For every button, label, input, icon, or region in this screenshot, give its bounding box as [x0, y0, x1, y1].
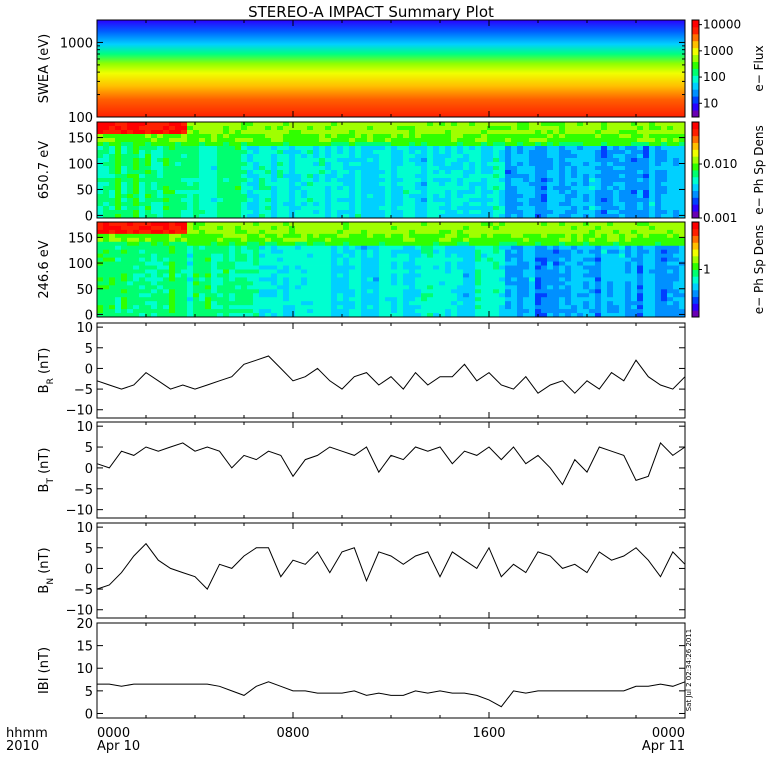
time-tick-label: 0000 [652, 726, 685, 741]
series-line-panel-6 [96, 542, 686, 590]
panel-2: 0.001 0.010 e− Ph Sp Dens 0 50 100 150 650.7 eV [37, 121, 766, 225]
panel-1: 10 100 1000 10000 e− Flux 100 1000 SWEA (eV) [37, 18, 766, 126]
colorbar-tick-label: 1 [703, 263, 711, 277]
y-tick-label: 100 [68, 158, 93, 173]
time-tick-label: 1600 [472, 726, 505, 741]
y-tick-label: 0 [85, 707, 93, 722]
heatmap-panel-3 [97, 222, 686, 318]
time-axis-corner-label: hhmm [6, 726, 48, 741]
y-tick-label: 5 [85, 685, 93, 700]
y-tick-label: −10 [66, 504, 93, 519]
y-tick-label: −10 [66, 604, 93, 619]
series-line-panel-5 [96, 441, 686, 486]
panel-7: 0 5 10 15 20 IBI (nT) [37, 617, 686, 722]
plot-title: STEREO-A IMPACT Summary Plot [248, 3, 494, 21]
y-axis-label: BT (nT) [37, 448, 56, 493]
y-tick-label: 50 [76, 283, 93, 298]
time-tick-label: 0000 [97, 726, 130, 741]
colorbar-tick-label: 0.001 [703, 211, 737, 225]
y-tick-label: 1000 [60, 36, 93, 51]
colorbar-2: 0.001 0.010 e− Ph Sp Dens [691, 121, 766, 225]
panel-4: −10 −5 0 5 10 BR (nT) [37, 321, 686, 419]
y-axis-label: IBI (nT) [37, 647, 52, 694]
y-tick-label: 50 [76, 183, 93, 198]
colorbar-tick-label: 10000 [703, 18, 741, 32]
panel-5: −10 −5 0 5 10 BT (nT) [37, 420, 686, 519]
y-tick-label: −5 [74, 583, 93, 598]
panel-6: −10 −5 0 5 10 BN (nT) [37, 521, 686, 619]
series-line-panel-7 [97, 681, 686, 708]
colorbar-label: e− Ph Sp Dens [752, 225, 766, 314]
colorbar-1: 10 100 1000 10000 e− Flux [691, 18, 766, 118]
series-line-panel-4 [96, 355, 686, 394]
panel-frame [96, 421, 686, 519]
colorbar-tick-label: 10 [703, 96, 718, 110]
colorbar-label: e− Ph Sp Dens [752, 125, 766, 214]
panel-frame [96, 622, 686, 719]
y-tick-label: 5 [85, 342, 93, 357]
colorbar-label: e− Flux [752, 45, 766, 91]
panel-frame [96, 522, 686, 619]
y-axis-label: BN (nT) [37, 547, 56, 593]
y-tick-label: 100 [68, 257, 93, 272]
y-tick-label: 20 [76, 617, 93, 632]
timestamp-stamp: Sat Jul 2 02:34:26 2011 [685, 629, 693, 712]
y-tick-label: 0 [85, 362, 93, 377]
y-tick-label: 0 [85, 562, 93, 577]
y-axis-label: 650.7 eV [37, 141, 52, 199]
colorbar-tick-label: 1000 [703, 44, 734, 58]
y-tick-label: 10 [76, 662, 93, 677]
y-tick-label: −10 [66, 404, 93, 419]
y-tick-label: 0 [85, 308, 93, 323]
y-tick-label: −5 [74, 483, 93, 498]
panel-3: 1 e− Ph Sp Dens 0 50 100 150 246.6 eV [37, 221, 766, 323]
date-tick-label: Apr 11 [642, 739, 685, 754]
y-tick-label: 10 [76, 321, 93, 336]
y-tick-label: 150 [68, 132, 93, 147]
y-tick-label: 10 [76, 420, 93, 435]
y-tick-label: 15 [76, 640, 93, 655]
y-tick-label: 5 [85, 542, 93, 557]
panel-frame [96, 322, 686, 419]
colorbar-tick-label: 0.010 [703, 157, 737, 171]
colorbar-3: 1 e− Ph Sp Dens [691, 221, 766, 318]
y-tick-label: 0 [85, 209, 93, 224]
y-tick-label: 10 [76, 521, 93, 536]
y-tick-label: 0 [85, 462, 93, 477]
y-axis-label: BR (nT) [37, 348, 56, 394]
y-tick-label: −5 [74, 383, 93, 398]
time-tick-label: 0800 [276, 726, 309, 741]
colorbar-tick-label: 100 [703, 70, 726, 84]
y-axis-label: 246.6 eV [37, 240, 52, 298]
y-tick-label: 5 [85, 441, 93, 456]
y-tick-label: 100 [68, 111, 93, 126]
y-axis-label: SWEA (eV) [37, 34, 52, 103]
heatmap-panel-1 [97, 20, 685, 117]
heatmap-panel-2 [97, 122, 686, 219]
y-tick-label: 150 [68, 231, 93, 246]
date-tick-label: Apr 10 [97, 739, 140, 754]
time-axis-corner-year: 2010 [6, 739, 39, 754]
